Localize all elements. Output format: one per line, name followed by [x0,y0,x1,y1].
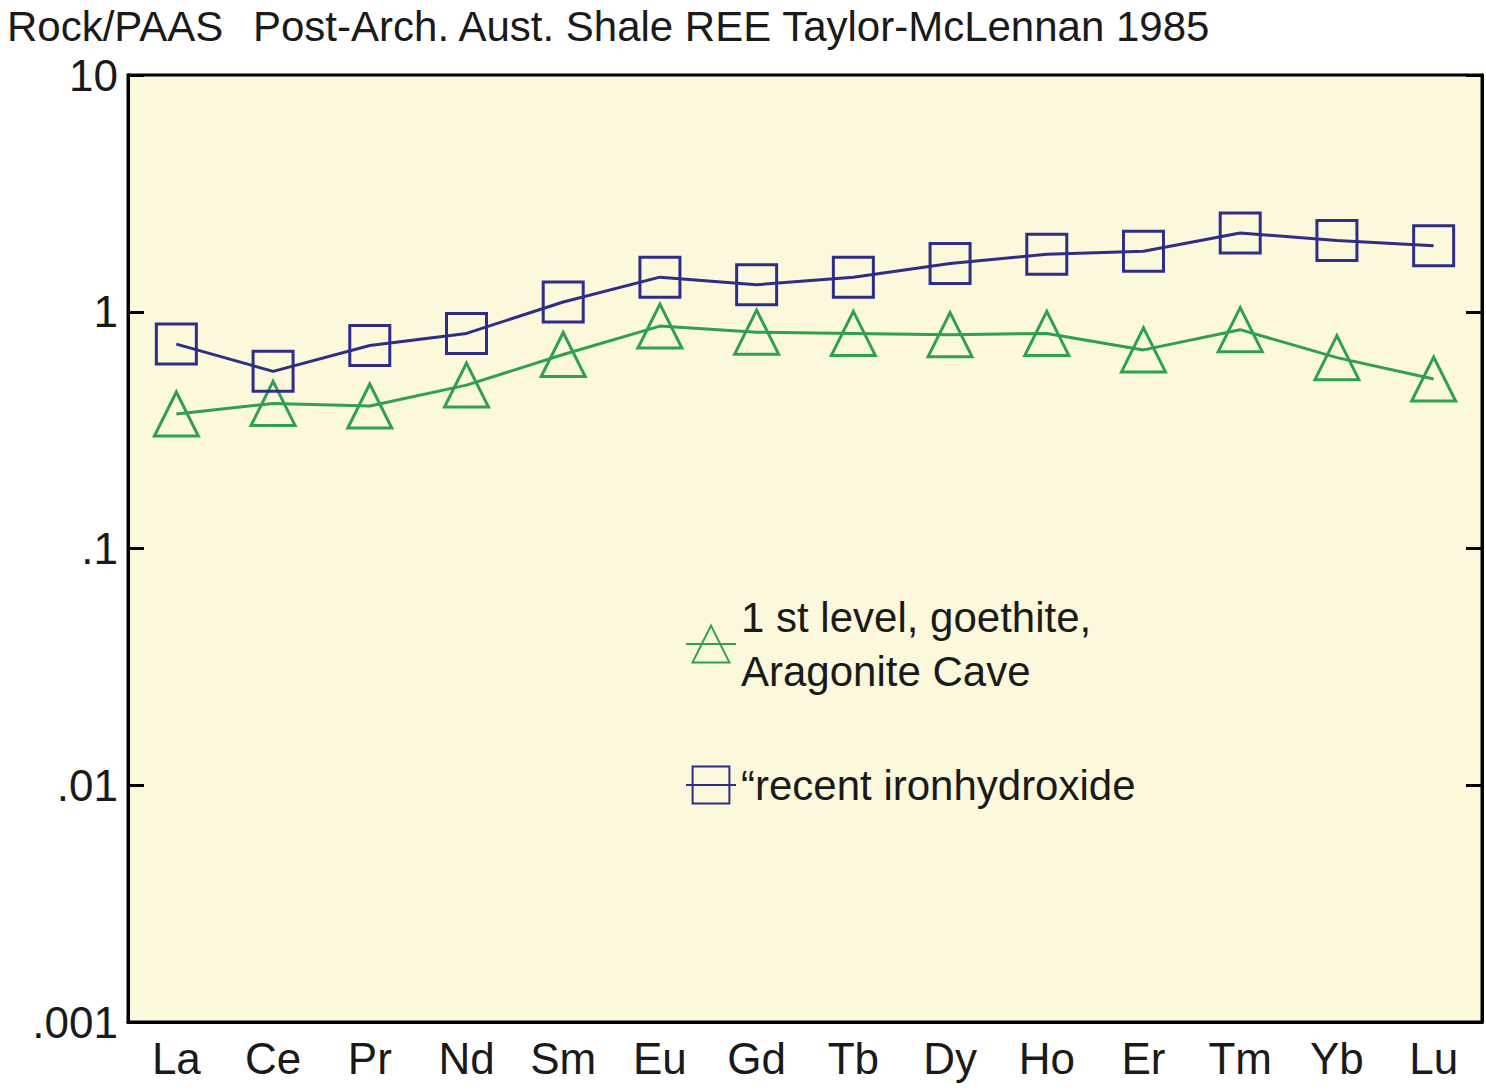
svg-text:Rock/PAAS: Rock/PAAS [7,3,223,50]
svg-text:Post-Arch. Aust. Shale REE Tay: Post-Arch. Aust. Shale REE Taylor-McLenn… [253,3,1209,50]
svg-text:Pr: Pr [348,1034,392,1083]
svg-text:10: 10 [69,51,118,100]
svg-text:Gd: Gd [727,1034,786,1083]
svg-text:Sm: Sm [530,1034,596,1083]
svg-text:Tm: Tm [1208,1034,1272,1083]
svg-text:Tb: Tb [828,1034,879,1083]
svg-text:Lu: Lu [1409,1034,1458,1083]
svg-text:Eu: Eu [633,1034,687,1083]
svg-text:1: 1 [94,287,118,336]
svg-text:1 st level, goethite,: 1 st level, goethite, [741,594,1103,641]
svg-text:.01: .01 [57,761,118,810]
svg-text:Dy: Dy [923,1034,977,1083]
svg-text:.001: .001 [32,998,118,1047]
svg-text:“recent ironhydroxide: “recent ironhydroxide [741,762,1136,809]
svg-text:Er: Er [1122,1034,1166,1083]
svg-text:Ce: Ce [245,1034,301,1083]
svg-text:Aragonite Cave: Aragonite Cave [741,648,1031,695]
svg-text:.1: .1 [81,524,118,573]
svg-text:Yb: Yb [1310,1034,1364,1083]
svg-text:Ho: Ho [1019,1034,1075,1083]
svg-text:Nd: Nd [438,1034,494,1083]
svg-text:La: La [152,1034,201,1083]
